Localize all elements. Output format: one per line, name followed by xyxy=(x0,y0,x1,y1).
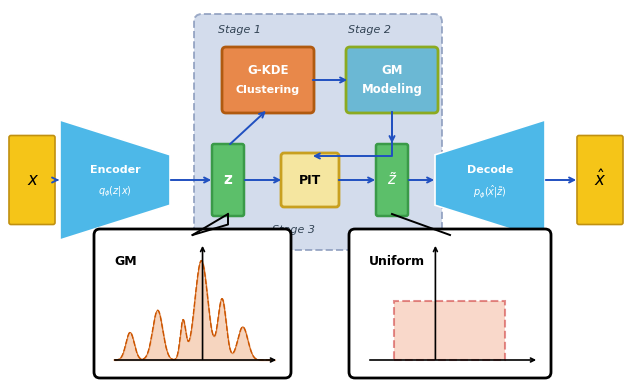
Text: PIT: PIT xyxy=(299,174,321,186)
Text: $\tilde{z}$: $\tilde{z}$ xyxy=(387,172,397,188)
Text: G-KDE: G-KDE xyxy=(247,64,289,76)
FancyBboxPatch shape xyxy=(281,153,339,207)
FancyBboxPatch shape xyxy=(577,135,623,225)
FancyBboxPatch shape xyxy=(194,14,442,250)
Text: Encoder: Encoder xyxy=(90,165,140,175)
Text: GM: GM xyxy=(381,64,403,76)
FancyBboxPatch shape xyxy=(349,229,551,378)
Text: Uniform: Uniform xyxy=(369,255,425,268)
Text: Stage 1: Stage 1 xyxy=(218,25,261,35)
Polygon shape xyxy=(60,120,170,240)
FancyBboxPatch shape xyxy=(346,47,438,113)
Text: Clustering: Clustering xyxy=(236,85,300,95)
Text: z: z xyxy=(223,172,232,188)
Text: $\hat{x}$: $\hat{x}$ xyxy=(594,170,606,190)
Text: $q_\phi(z|x)$: $q_\phi(z|x)$ xyxy=(98,185,132,199)
Text: Modeling: Modeling xyxy=(362,83,422,96)
FancyBboxPatch shape xyxy=(94,229,291,378)
Bar xyxy=(394,301,505,360)
Text: Stage 2: Stage 2 xyxy=(348,25,391,35)
FancyBboxPatch shape xyxy=(376,144,408,216)
Polygon shape xyxy=(435,120,545,240)
FancyBboxPatch shape xyxy=(222,47,314,113)
Text: Decode: Decode xyxy=(467,165,513,175)
FancyBboxPatch shape xyxy=(9,135,55,225)
Text: GM: GM xyxy=(114,255,136,268)
Text: $p_\phi(\hat{x}|\tilde{z})$: $p_\phi(\hat{x}|\tilde{z})$ xyxy=(473,184,507,200)
Text: x: x xyxy=(27,171,37,189)
Text: Stage 3: Stage 3 xyxy=(272,225,315,235)
FancyBboxPatch shape xyxy=(212,144,244,216)
